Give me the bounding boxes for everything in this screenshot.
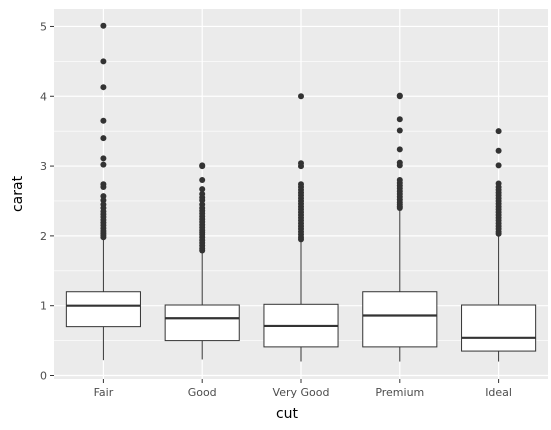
x-axis-title: cut — [276, 406, 299, 422]
y-axis-title: carat — [10, 175, 26, 212]
outlier-point — [100, 135, 107, 142]
outlier-point — [100, 58, 107, 65]
box-iqr — [461, 304, 537, 352]
outlier-point — [298, 236, 304, 243]
outlier-point — [396, 146, 403, 153]
outlier-point — [199, 177, 206, 184]
box-series — [65, 22, 537, 362]
outlier-point — [495, 162, 502, 169]
x-tick-label: Good — [188, 386, 217, 399]
x-tick-label: Ideal — [485, 386, 512, 399]
outlier-point — [100, 193, 107, 200]
box-ideal — [461, 128, 537, 362]
box-fair — [65, 22, 141, 361]
outlier-point — [199, 163, 206, 170]
box-very-good — [263, 93, 339, 362]
outlier-point — [495, 147, 502, 154]
outlier-point — [100, 184, 107, 191]
x-axis: Fair Good Very Good Premium Ideal — [94, 379, 512, 399]
outlier-point — [100, 161, 107, 168]
y-tick-label: 1 — [40, 300, 47, 313]
x-tick-label: Very Good — [273, 386, 330, 399]
outlier-point — [100, 197, 107, 204]
box-iqr — [65, 291, 141, 328]
y-tick-label: 2 — [40, 230, 47, 243]
outlier-point — [100, 155, 107, 162]
outlier-point — [396, 127, 403, 134]
outlier-point — [298, 163, 304, 170]
box-iqr — [164, 304, 240, 342]
outlier-point — [199, 186, 206, 193]
box-premium — [362, 92, 438, 362]
outlier-point — [100, 117, 107, 124]
box-good — [164, 162, 240, 360]
y-tick-label: 4 — [40, 90, 47, 103]
y-tick-label: 0 — [40, 370, 47, 383]
x-tick-label: Fair — [94, 386, 114, 399]
x-tick-label: Premium — [375, 386, 424, 399]
outlier-point — [396, 116, 403, 123]
outlier-point — [100, 22, 107, 29]
y-tick-label: 5 — [40, 20, 47, 33]
box-iqr — [362, 291, 438, 348]
outlier-point — [100, 84, 107, 91]
outlier-point — [495, 230, 502, 237]
outlier-point — [199, 197, 206, 204]
outlier-point — [100, 234, 107, 241]
outlier-point — [396, 93, 403, 100]
outlier-point — [396, 162, 403, 169]
outlier-point — [298, 93, 304, 100]
outlier-point — [396, 204, 403, 211]
outlier-point — [199, 247, 206, 254]
outlier-point — [495, 128, 502, 135]
y-tick-label: 3 — [40, 160, 47, 173]
y-axis: 0 1 2 3 4 5 — [40, 20, 54, 383]
